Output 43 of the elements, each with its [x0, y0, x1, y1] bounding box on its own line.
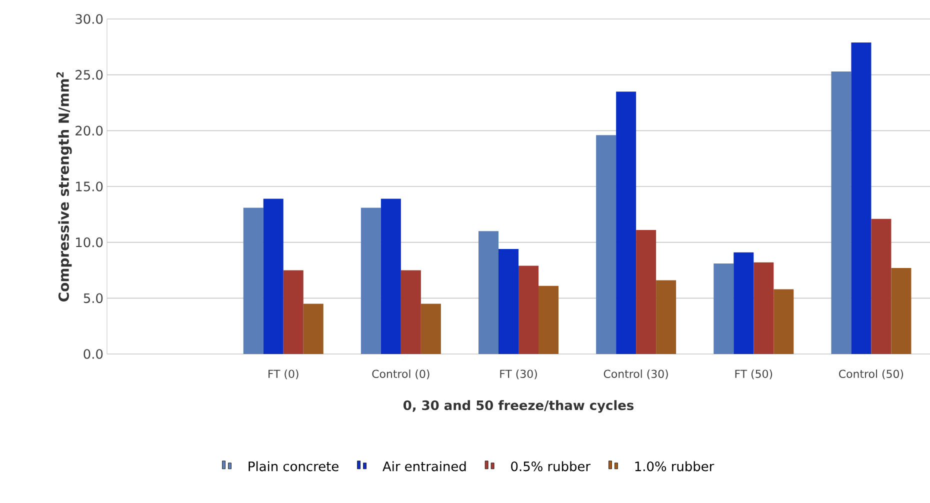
y-tick-label: 5.0: [84, 293, 103, 304]
x-tick-label: FT (30): [500, 370, 537, 380]
legend-label: Plain concrete: [248, 461, 338, 472]
bar: [734, 252, 754, 354]
x-axis-title: 0, 30 and 50 freeze/thaw cycles: [404, 400, 634, 413]
x-tick-label: FT (50): [735, 370, 772, 380]
y-tick-label: 20.0: [76, 126, 103, 136]
bar: [891, 268, 912, 354]
bar: [478, 231, 499, 354]
bar: [263, 198, 284, 354]
bar: [616, 92, 636, 354]
y-tick-label: 10.0: [76, 237, 103, 248]
bar: [656, 280, 676, 354]
bar: [596, 135, 616, 354]
bar: [754, 262, 774, 354]
bar: [380, 198, 401, 354]
bar: [283, 270, 304, 354]
bar: [360, 208, 381, 354]
x-tick-label: Control (30): [604, 370, 668, 380]
y-tick-label: 0.0: [84, 349, 103, 359]
y-tick-label: 15.0: [76, 182, 103, 192]
bar: [831, 71, 852, 354]
bar: [243, 208, 264, 354]
y-tick-label: 30.0: [76, 14, 103, 24]
y-tick-label: 25.0: [76, 70, 103, 80]
bar: [714, 264, 734, 354]
bar: [851, 42, 872, 354]
legend-label: 1.0% rubber: [635, 461, 714, 472]
x-tick-label: Control (50): [839, 370, 904, 380]
bar: [518, 266, 539, 354]
bar: [303, 304, 324, 354]
bar: [636, 230, 656, 354]
legend-label: 0.5% rubber: [511, 461, 591, 472]
bar: [871, 218, 892, 354]
bar: [774, 289, 794, 354]
bar: [420, 304, 441, 354]
y-axis-title: Compressive strength N/mm$^{2}$: [56, 72, 72, 302]
bar: [498, 249, 519, 354]
x-tick-label: Control (0): [372, 370, 430, 380]
x-tick-label: FT (0): [268, 370, 298, 380]
bar: [400, 270, 421, 354]
legend-label: Air entrained: [382, 461, 466, 472]
bar: [538, 286, 559, 354]
